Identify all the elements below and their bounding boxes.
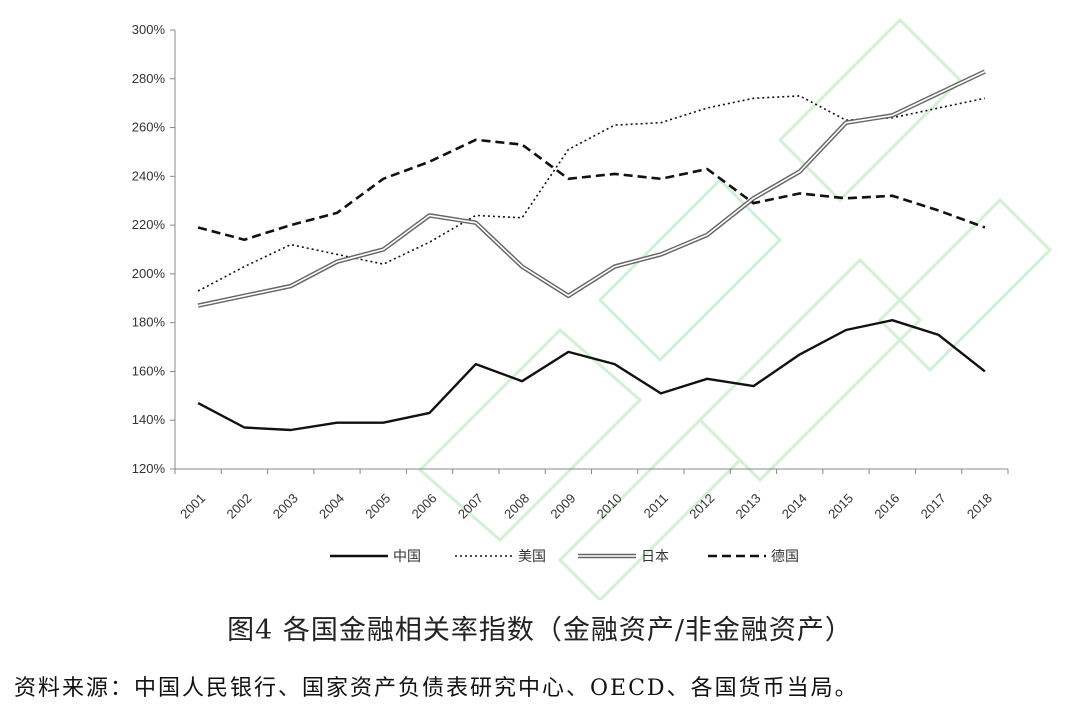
legend: 中国 美国 日本 德国	[330, 549, 799, 565]
x-tick-label: 2005	[362, 491, 393, 522]
series-line	[197, 69, 986, 308]
x-tick-label: 2010	[594, 491, 625, 522]
y-tick-label: 200%	[132, 266, 166, 281]
x-tick-label: 2012	[686, 491, 717, 522]
watermark-stroke	[877, 197, 1053, 373]
y-tick-label: 260%	[132, 120, 166, 135]
legend-label: 美国	[518, 549, 546, 565]
x-tick-label: 2007	[455, 491, 486, 522]
y-tick-label: 240%	[132, 168, 166, 183]
figure-caption: 图4 各国金融相关率指数（金融资产/非金融资产）	[227, 615, 853, 646]
x-tick-label: 2015	[825, 491, 856, 522]
series-line	[197, 95, 986, 292]
legend-label: 中国	[393, 549, 421, 565]
series-line	[197, 319, 986, 432]
y-tick-label: 180%	[132, 315, 166, 330]
watermark-stroke	[417, 327, 643, 543]
source-note: 资料来源：中国人民银行、国家资产负债表研究中心、OECD、各国货币当局。	[14, 676, 859, 701]
x-tick-label: 2001	[177, 491, 208, 522]
x-tick-label: 2006	[409, 491, 440, 522]
x-tick-label: 2009	[547, 491, 578, 522]
series-double	[197, 69, 986, 308]
x-tick-label: 2002	[223, 491, 254, 522]
x-tick-label: 2004	[316, 491, 347, 522]
x-axis: 2001 2002 2003 2004 2005 2006 2007 2008 2009 2010…	[174, 468, 1009, 522]
x-tick-label: 2016	[871, 491, 902, 522]
series-dotted	[197, 95, 986, 292]
watermark-stroke	[777, 17, 963, 203]
watermark-logo	[417, 17, 1053, 600]
y-tick-label: 160%	[132, 363, 166, 378]
legend-label: 德国	[771, 549, 799, 565]
y-tick-label: 140%	[132, 412, 166, 427]
x-tick-label: 2018	[964, 491, 995, 522]
y-tick-label: 220%	[132, 217, 166, 232]
y-tick-label: 300%	[132, 22, 166, 37]
y-tick-label: 280%	[132, 71, 166, 86]
series-line	[197, 138, 986, 241]
series-solid	[197, 319, 986, 432]
x-tick-label: 2017	[918, 491, 949, 522]
x-tick-label: 2003	[270, 491, 301, 522]
series-dashed	[197, 138, 986, 241]
watermark-stroke	[697, 257, 923, 483]
watermark-stroke	[557, 417, 743, 600]
x-tick-label: 2008	[501, 491, 532, 522]
legend-label: 日本	[641, 549, 669, 565]
line-chart: 120% 140% 160% 180% 200% 220% 240% 260% 280% 300%…	[132, 17, 1053, 600]
x-tick-label: 2011	[641, 491, 671, 521]
y-axis: 120% 140% 160% 180% 200% 220% 240% 260% 280% 300%	[132, 22, 176, 476]
y-tick-label: 120%	[132, 461, 166, 476]
x-tick-label: 2014	[779, 491, 810, 522]
x-tick-label: 2013	[733, 491, 764, 522]
series-line	[197, 70, 986, 307]
chart-area: 120% 140% 160% 180% 200% 220% 240% 260% 280% 300%…	[132, 17, 1053, 600]
watermark-stroke	[597, 177, 783, 363]
series-lines	[197, 69, 986, 432]
